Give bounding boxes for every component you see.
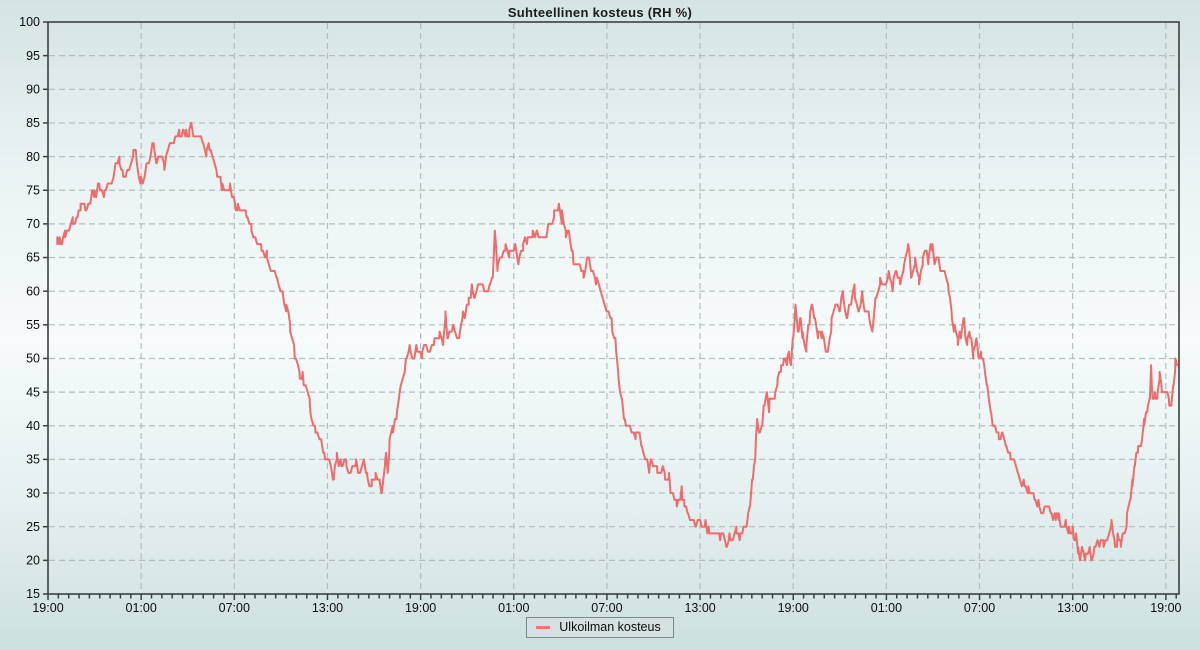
y-tick-label: 65 <box>26 251 40 265</box>
y-tick-label: 80 <box>26 150 40 164</box>
y-tick-label: 75 <box>26 183 40 197</box>
y-tick-label: 15 <box>26 587 40 601</box>
humidity-series-line <box>56 121 1178 562</box>
legend: Ulkoilman kosteus <box>0 617 1200 638</box>
x-tick-label: 19:00 <box>1150 601 1181 615</box>
y-tick-label: 30 <box>26 486 40 500</box>
y-tick-label: 95 <box>26 49 40 63</box>
y-tick-label: 35 <box>26 453 40 467</box>
x-tick-label: 13:00 <box>1057 601 1088 615</box>
y-tick-label: 90 <box>26 82 40 96</box>
x-tick-label: 01:00 <box>126 601 157 615</box>
y-tick-label: 55 <box>26 318 40 332</box>
y-tick-label: 50 <box>26 352 40 366</box>
y-tick-label: 85 <box>26 116 40 130</box>
x-tick-label: 19:00 <box>32 601 63 615</box>
legend-label: Ulkoilman kosteus <box>559 620 661 634</box>
x-tick-label: 19:00 <box>405 601 436 615</box>
y-tick-label: 60 <box>26 284 40 298</box>
x-tick-label: 01:00 <box>871 601 902 615</box>
legend-item-ulkoilman-kosteus[interactable]: Ulkoilman kosteus <box>526 617 674 638</box>
x-tick-label: 13:00 <box>684 601 715 615</box>
y-tick-label: 70 <box>26 217 40 231</box>
x-tick-label: 01:00 <box>498 601 529 615</box>
x-tick-label: 07:00 <box>591 601 622 615</box>
plot-border <box>47 21 1180 595</box>
x-tick-label: 19:00 <box>778 601 809 615</box>
x-tick-label: 07:00 <box>219 601 250 615</box>
x-tick-label: 13:00 <box>312 601 343 615</box>
y-tick-label: 40 <box>26 419 40 433</box>
y-tick-label: 45 <box>26 385 40 399</box>
y-tick-label: 20 <box>26 554 40 568</box>
legend-line-swatch <box>536 625 551 629</box>
y-tick-label: 100 <box>19 15 40 29</box>
chart-title: Suhteellinen kosteus (RH %) <box>507 5 693 20</box>
y-tick-label: 25 <box>26 520 40 534</box>
x-tick-label: 07:00 <box>964 601 995 615</box>
